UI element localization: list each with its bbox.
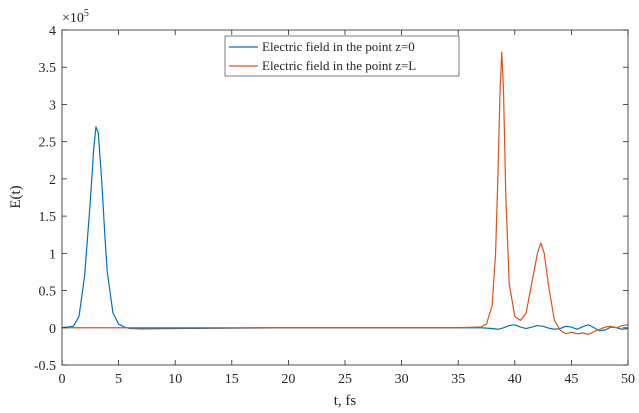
x-tick-label: 20 [281, 372, 295, 387]
legend-label-series-2: Electric field in the point z=L [262, 58, 416, 73]
y-tick-label: 1 [49, 247, 56, 262]
x-tick-label: 45 [564, 372, 578, 387]
y-tick-label: 0 [49, 322, 56, 337]
x-axis: 0 5 10 15 20 25 30 35 40 45 50 [59, 30, 635, 387]
y-tick-label: 1.5 [39, 210, 57, 225]
x-tick-label: 30 [395, 372, 409, 387]
y-axis: -0.5 0 0.5 1 1.5 2 2.5 3 3.5 4 [34, 24, 628, 374]
y-tick-label: 3.5 [39, 61, 57, 76]
y-tick-label: 2 [49, 173, 56, 188]
x-tick-label: 25 [338, 372, 352, 387]
y-axis-exponent-base: ×10 [62, 11, 84, 26]
legend: Electric field in the point z=0 Electric… [224, 35, 460, 77]
x-axis-label: t, fs [334, 393, 357, 409]
series-line-1 [61, 126, 629, 332]
y-tick-label: -0.5 [34, 359, 56, 374]
y-axis-exponent-power: 5 [84, 8, 89, 19]
x-tick-label: 5 [115, 372, 122, 387]
x-tick-label: 10 [168, 372, 182, 387]
y-axis-label: E(t) [8, 185, 24, 208]
y-tick-label: 0.5 [39, 285, 57, 300]
x-tick-label: 35 [451, 372, 465, 387]
y-tick-label: 3 [49, 98, 56, 113]
legend-box [224, 35, 460, 77]
x-tick-label: 15 [225, 372, 239, 387]
y-tick-label: 4 [49, 24, 56, 39]
x-tick-label: 40 [508, 372, 522, 387]
series-line-2 [62, 51, 629, 336]
plot-lines [61, 51, 629, 336]
x-tick-label: 50 [621, 372, 635, 387]
y-tick-label: 2.5 [39, 136, 57, 151]
x-tick-label: 0 [59, 372, 66, 387]
y-axis-exponent: ×105 [62, 8, 89, 26]
legend-label-series-1: Electric field in the point z=0 [262, 39, 415, 54]
plot-area-frame [61, 29, 629, 366]
